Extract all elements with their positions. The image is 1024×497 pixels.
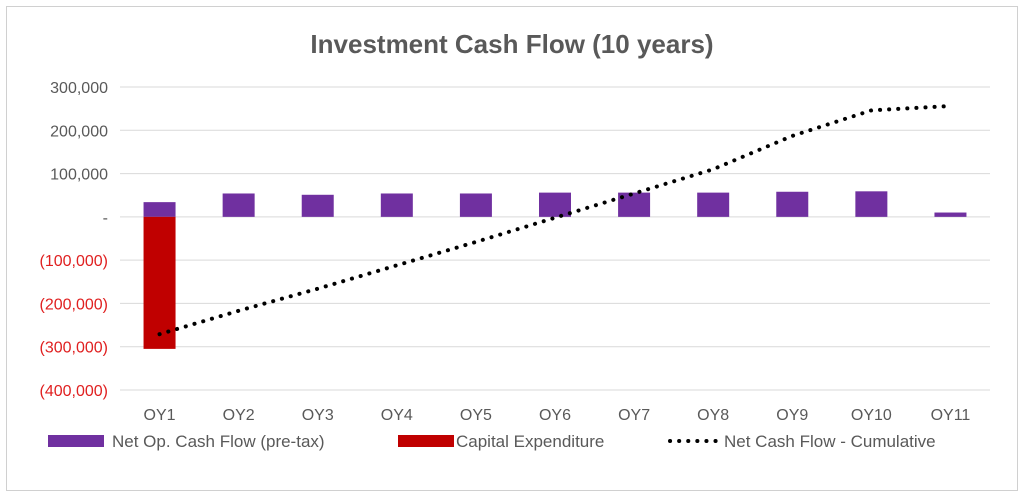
bar-net-op-cash-flow-oy10 [855, 191, 888, 217]
x-tick-label: OY9 [776, 407, 808, 424]
bar-net-op-cash-flow-oy8 [697, 192, 730, 217]
y-tick-label: (300,000) [40, 340, 109, 357]
line-net-cash-flow-cumulative [157, 104, 953, 337]
bar-capital-expenditure-oy1 [143, 216, 176, 349]
x-axis-ticks: OY1 OY2 OY3 OY4 OY5 OY6 OY7 OY8 OY9 OY10 OY11 [144, 407, 971, 424]
x-tick-label: OY3 [302, 407, 334, 424]
legend-label: Net Cash Flow - Cumulative [724, 432, 936, 451]
y-tick-label: 200,000 [50, 123, 108, 140]
x-tick-label: OY6 [539, 407, 571, 424]
bar-net-op-cash-flow-oy3 [301, 194, 334, 217]
bar-net-op-cash-flow-oy6 [539, 192, 571, 217]
bar-net-op-cash-flow-oy5 [459, 193, 492, 217]
y-tick-label: (100,000) [40, 253, 109, 270]
x-tick-label: OY11 [931, 407, 971, 424]
y-tick-label: (400,000) [40, 383, 109, 400]
chart-title: Investment Cash Flow (10 years) [310, 29, 713, 59]
y-axis-ticks: 300,000 200,000 100,000 - (100,000) (200,000)… [40, 80, 109, 400]
y-tick-label: 100,000 [50, 167, 108, 184]
legend-swatch [398, 435, 454, 447]
y-tick-label: (200,000) [40, 296, 109, 313]
legend-label: Capital Expenditure [456, 432, 604, 451]
x-tick-label: OY2 [223, 407, 255, 424]
bars [143, 191, 967, 349]
bar-net-op-cash-flow-oy2 [222, 193, 255, 217]
x-tick-label: OY5 [460, 407, 492, 424]
gridlines [120, 86, 990, 391]
legend-label: Net Op. Cash Flow (pre-tax) [112, 432, 325, 451]
bar-net-op-cash-flow-oy11 [934, 212, 967, 217]
legend-swatch [48, 435, 104, 447]
y-tick-label: 300,000 [50, 80, 108, 97]
bar-net-op-cash-flow-oy1 [143, 202, 176, 217]
x-tick-label: OY4 [381, 407, 413, 424]
cumulative-line [157, 104, 953, 337]
x-tick-label: OY8 [697, 407, 729, 424]
x-tick-label: OY10 [851, 407, 892, 424]
y-tick-label: - [103, 210, 108, 227]
x-tick-label: OY1 [144, 407, 176, 424]
legend: Net Op. Cash Flow (pre-tax) Capital Expen… [48, 432, 936, 451]
bar-net-op-cash-flow-oy4 [380, 193, 413, 217]
bar-net-op-cash-flow-oy9 [776, 191, 809, 217]
x-tick-label: OY7 [618, 407, 650, 424]
